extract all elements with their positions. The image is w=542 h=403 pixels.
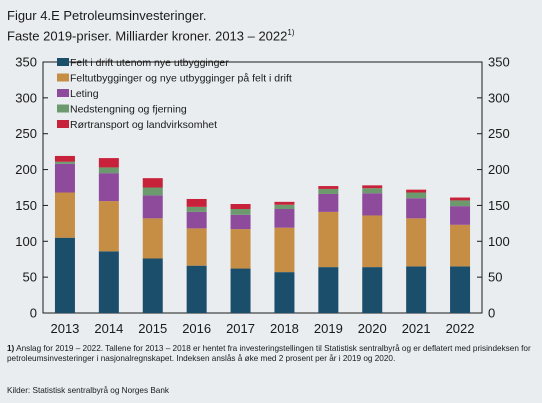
legend-label: Rørtransport og landvirksomhet — [70, 119, 217, 131]
y-tick-label-right: 350 — [488, 55, 510, 70]
bar-segment — [54, 161, 75, 164]
y-tick-label-right: 200 — [488, 162, 510, 177]
legend-label: Felt i drift utenom nye utbygginger — [70, 57, 229, 69]
bar-segment — [406, 266, 427, 313]
bar-segment — [274, 272, 295, 313]
y-tick-label-right: 150 — [488, 198, 510, 213]
x-tick-label: 2016 — [182, 321, 211, 336]
y-tick-label-left: 50 — [23, 270, 37, 285]
bar-segment — [274, 201, 295, 205]
bar-segment — [406, 218, 427, 267]
y-tick-label-left: 250 — [15, 126, 37, 141]
y-tick-label-right: 50 — [488, 270, 502, 285]
footnote-marker: 1) — [7, 344, 15, 353]
bar-segment — [450, 206, 471, 225]
y-tick-label-left: 350 — [15, 55, 37, 70]
bar-segment — [450, 266, 471, 313]
legend-swatch — [57, 104, 69, 113]
bar-segment — [230, 209, 251, 215]
bar-segment — [318, 267, 339, 313]
plot-frame — [42, 61, 483, 314]
bar-segment — [406, 198, 427, 219]
figure-title: Figur 4.E Petroleumsinvesteringer. — [7, 8, 207, 23]
y-tick-label-right: 100 — [488, 234, 510, 249]
bar-chart: 0 0 50 50 100 100 150 150 200 200 250 250 300 300 350 3… — [15, 55, 510, 337]
legend-swatch — [57, 89, 69, 97]
bar-segment — [186, 198, 207, 207]
y-tick-label-right: 0 — [488, 306, 495, 321]
bar-segment — [450, 197, 471, 201]
bar-segment — [318, 193, 339, 212]
x-tick-label: 2021 — [402, 321, 431, 336]
bar-segment — [230, 203, 251, 210]
bar-segment — [98, 173, 119, 202]
y-tick-label-left: 200 — [15, 162, 37, 177]
y-tick-label-left: 300 — [15, 90, 37, 105]
bar-segment — [230, 268, 251, 313]
footnote: 1) Anslag for 2019 – 2022. Tallene for 2… — [7, 344, 537, 364]
legend-swatch — [57, 73, 69, 82]
bar-segment — [54, 237, 75, 313]
bar-segment — [186, 206, 207, 212]
legend-swatch — [57, 120, 69, 128]
bar-segment — [186, 228, 207, 266]
legend-label: Nedstengning og fjerning — [70, 104, 187, 116]
bar-segment — [362, 267, 383, 313]
x-tick-label: 2015 — [138, 321, 167, 336]
bar-segment — [54, 155, 75, 162]
x-tick-label: 2018 — [270, 321, 299, 336]
y-tick-label-right: 300 — [488, 90, 510, 105]
legend-label: Feltutbygginger og nye utbygginger på fe… — [70, 73, 292, 85]
bar-segment — [318, 211, 339, 268]
bar-segment — [142, 195, 163, 219]
bar-segment — [142, 187, 163, 196]
bar-segment — [362, 193, 383, 216]
x-tick-label: 2019 — [314, 321, 343, 336]
x-tick-label: 2013 — [50, 321, 79, 336]
bar-segment — [230, 214, 251, 230]
bar-segment — [54, 192, 75, 238]
subtitle-footnote-marker: 1) — [287, 28, 295, 37]
bar-segment — [318, 188, 339, 194]
bar-segment — [274, 227, 295, 273]
figure-subtitle: Faste 2019-priser. Milliarder kroner. 20… — [7, 24, 295, 44]
bar-segment — [274, 204, 295, 210]
bar-segment — [362, 215, 383, 268]
bar-segment — [230, 229, 251, 269]
x-tick-label: 2022 — [446, 321, 475, 336]
bar-segment — [318, 186, 339, 189]
bar-segment — [142, 258, 163, 313]
y-tick-label-right: 250 — [488, 126, 510, 141]
bar-segment — [406, 189, 427, 193]
x-tick-label: 2017 — [226, 321, 255, 336]
bar-segment — [186, 211, 207, 229]
bar-segment — [98, 167, 119, 174]
bar-segment — [142, 178, 163, 188]
bar-segment — [142, 218, 163, 259]
bar-segment — [98, 251, 119, 313]
bar-segment — [54, 163, 75, 193]
bar-segment — [98, 158, 119, 168]
x-tick-label: 2014 — [94, 321, 123, 336]
bar-segment — [362, 185, 383, 189]
bar-segment — [274, 209, 295, 228]
legend-label: Leting — [70, 88, 99, 100]
bar-segment — [362, 188, 383, 194]
source-note: Kilder: Statistisk sentralbyrå og Norges… — [7, 386, 170, 395]
bar-segment — [98, 201, 119, 252]
y-tick-label-left: 150 — [15, 198, 37, 213]
y-tick-label-left: 0 — [30, 306, 37, 321]
bar-segment — [406, 192, 427, 199]
bar-segment — [450, 224, 471, 267]
legend-swatch — [57, 58, 69, 66]
bar-segment — [450, 200, 471, 207]
subtitle-text: Faste 2019-priser. Milliarder kroner. 20… — [7, 28, 288, 44]
x-tick-label: 2020 — [358, 321, 387, 336]
bar-segment — [186, 265, 207, 313]
y-tick-label-left: 100 — [15, 234, 37, 249]
footnote-text: Anslag for 2019 – 2022. Tallene for 2013… — [7, 344, 531, 363]
